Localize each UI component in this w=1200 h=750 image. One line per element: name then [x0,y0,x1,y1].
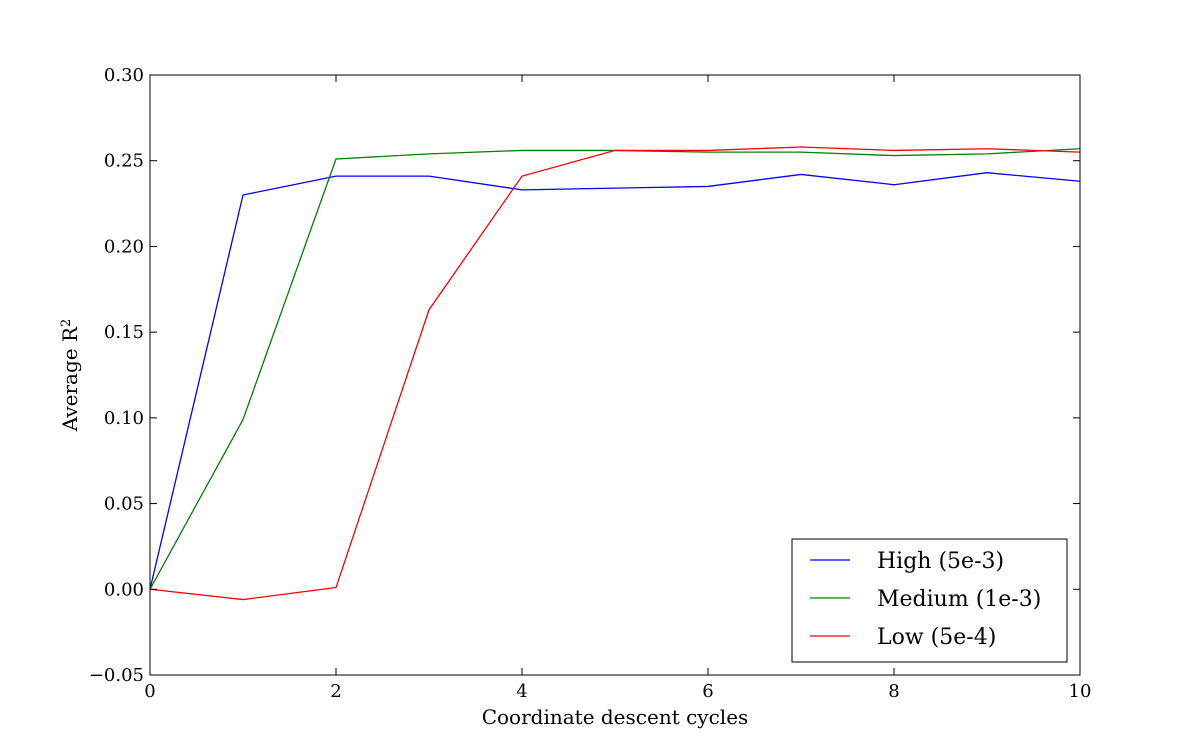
x-tick-label: 8 [888,681,899,702]
legend: High (5e-3) Medium (1e-3) Low (5e-4) [791,538,1068,663]
series-line-1 [149,172,1081,590]
y-tick-label: −0.05 [89,665,144,686]
y-tick-label: 0.05 [104,494,144,515]
y-tick-label: 0.25 [104,151,144,172]
x-tick-label: 2 [330,681,341,702]
y-axis-label: Average R2 [58,319,82,433]
x-axis-label: Coordinate descent cycles [482,705,749,729]
series-line-2 [149,148,1081,590]
x-tick-label: 0 [144,681,155,702]
legend-label: Low (5e-4) [877,625,996,650]
series-layer [149,146,1081,601]
y-tick-label: 0.10 [104,408,144,429]
y-axis-label-text: Average R [58,326,82,432]
plot-frame [149,74,1081,676]
series-line-3 [149,146,1081,601]
y-tick-label: 0.30 [104,65,144,86]
x-tick-label: 10 [1069,681,1092,702]
y-axis-label-superscript: 2 [59,319,74,327]
legend-label: High (5e-3) [877,549,1004,574]
y-tick-label: 0.00 [104,579,144,600]
ticks-layer: 0 2 4 6 8 10 −0.05 0.00 0.05 0.10 0.15 0.20 0.25 0.30 [89,65,1092,702]
legend-label: Medium (1e-3) [877,587,1041,612]
y-tick-label: 0.20 [104,236,144,257]
x-tick-label: 4 [516,681,527,702]
y-tick-label: 0.15 [104,322,144,343]
x-tick-label: 6 [702,681,713,702]
